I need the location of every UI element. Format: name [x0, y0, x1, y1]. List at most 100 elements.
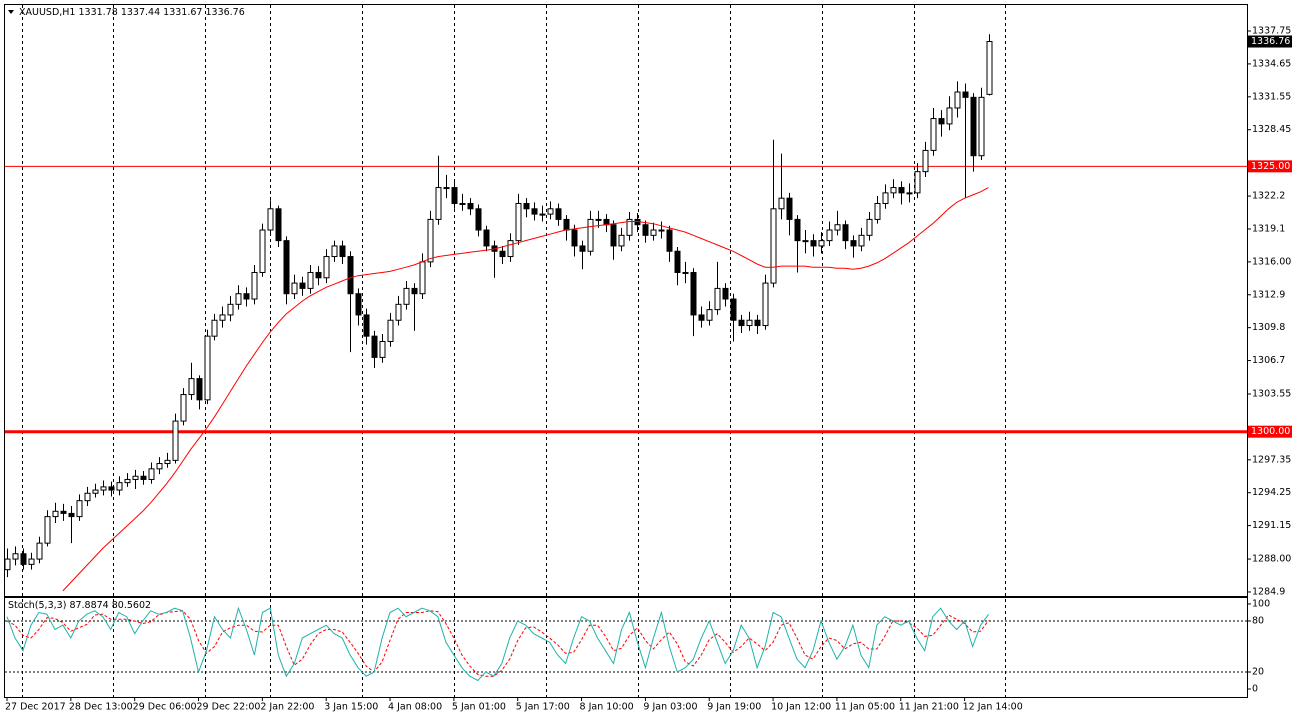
y-tick-label: 1306.7 [1252, 355, 1285, 366]
y-tick-label: 1312.9 [1252, 289, 1285, 300]
stoch-signal-value: 80.5602 [112, 600, 151, 611]
candle-body [140, 475, 147, 480]
candle-body [443, 187, 450, 190]
candle-body [523, 202, 530, 210]
candle-body [251, 271, 258, 300]
candle-body [204, 335, 211, 401]
candle-body [922, 149, 929, 173]
x-tick-label: 29 Dec 06:00 [133, 702, 197, 713]
candle-body [666, 229, 673, 252]
candle-body [219, 314, 226, 321]
moving-average [62, 187, 989, 592]
candle-body [610, 224, 617, 247]
y-tick-label: 1297.35 [1252, 454, 1291, 465]
candle-body [866, 218, 873, 236]
stoch-y-tick-label: 80 [1252, 615, 1264, 626]
candle-body [20, 553, 27, 565]
candle-body [882, 192, 889, 204]
x-tick-label: 27 Dec 2017 [5, 702, 66, 713]
candle-body [618, 234, 625, 247]
candle-body [642, 224, 649, 236]
candle-body [227, 303, 234, 316]
x-tick-label: 9 Jan 19:00 [707, 702, 761, 713]
y-tick-label: 1319.1 [1252, 223, 1285, 234]
candle-body [419, 261, 426, 295]
x-tick-label: 12 Jan 14:00 [963, 702, 1023, 713]
candle-body [483, 229, 490, 247]
candle-body [539, 213, 546, 216]
candle-body [794, 218, 801, 242]
candle-body [930, 118, 937, 151]
candle-body [706, 309, 713, 321]
candle-body [355, 293, 362, 316]
candle-body [898, 187, 905, 194]
candle-body [164, 459, 171, 465]
candle-body [970, 96, 977, 157]
candle-body [28, 558, 35, 565]
candle-body [116, 482, 123, 491]
y-tick-label: 1294.25 [1252, 487, 1291, 498]
candle-body [459, 202, 466, 205]
candle-body [850, 240, 857, 247]
candle-body [371, 335, 378, 358]
y-tick-label: 1284.9 [1252, 586, 1285, 597]
stoch-header: Stoch(5,3,3) 87.8874 80.5602 [8, 600, 151, 611]
candle-body [76, 500, 83, 518]
candle-body [626, 218, 633, 236]
candle-body [938, 118, 945, 125]
candle-body [858, 234, 865, 247]
candle-body [946, 107, 953, 125]
stoch-main [6, 606, 989, 682]
candle-body [547, 208, 554, 215]
x-tick-label: 4 Jan 08:00 [388, 702, 442, 713]
candle-body [874, 202, 881, 220]
x-tick-label: 5 Jan 17:00 [516, 702, 570, 713]
candle-body [148, 468, 155, 480]
candle-body [730, 298, 737, 321]
candle-body [531, 208, 538, 215]
candle-body [467, 202, 474, 210]
candle-body [451, 187, 458, 204]
level-label: 1325.00 [1251, 161, 1290, 172]
candle-body [347, 256, 354, 295]
candle-body [4, 558, 11, 571]
candle-body [674, 250, 681, 273]
candle-body [259, 229, 266, 273]
candle-body [68, 512, 75, 518]
candle-body [379, 340, 386, 358]
x-tick-label: 9 Jan 03:00 [643, 702, 697, 713]
candle-body [60, 510, 67, 514]
candle-body [235, 293, 242, 305]
candle-body [778, 197, 785, 210]
candle-body [243, 293, 250, 300]
y-tick-label: 1334.65 [1252, 58, 1291, 69]
candle-body [571, 229, 578, 247]
x-tick-label: 3 Jan 15:00 [324, 702, 378, 713]
candle-body [52, 510, 59, 518]
candle-body [906, 192, 913, 195]
candle-body [954, 91, 961, 109]
candle-body [658, 229, 665, 232]
candle-body [188, 378, 195, 396]
candle-body [315, 271, 322, 279]
candle-body [722, 287, 729, 300]
x-tick-label: 8 Jan 10:00 [580, 702, 634, 713]
candle-body [770, 208, 777, 284]
candle-body [267, 208, 274, 231]
y-tick-label: 1309.8 [1252, 322, 1285, 333]
candle-body [818, 240, 825, 247]
x-tick-label: 10 Jan 12:00 [771, 702, 831, 713]
candle-body [331, 245, 338, 258]
candle-body [323, 256, 330, 279]
candle-body [563, 218, 570, 231]
candle-body [299, 282, 306, 289]
candle-body [339, 245, 346, 258]
candle-body [754, 319, 761, 327]
candle-body [108, 486, 115, 491]
candle-body [690, 271, 697, 316]
candle-body [962, 91, 969, 98]
candle-body [738, 319, 745, 327]
stoch-y-tick-label: 0 [1252, 684, 1258, 695]
candle-body [914, 171, 921, 194]
